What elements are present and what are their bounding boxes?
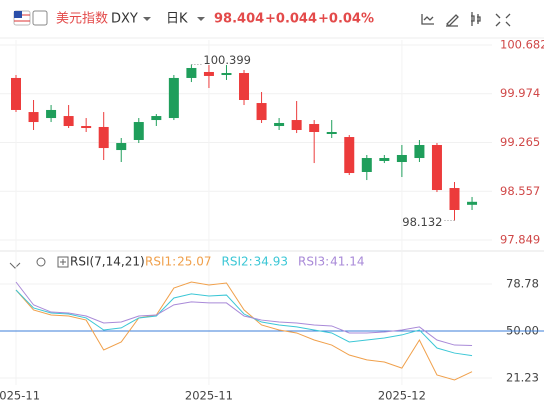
- candle-body: [379, 158, 390, 161]
- candle-body: [203, 71, 214, 76]
- title: 美元指数: [56, 12, 108, 27]
- rsi-line: [15, 289, 473, 357]
- fullscreen-icon[interactable]: [495, 13, 511, 27]
- y-tick-label: 99.974: [500, 86, 540, 100]
- candle-body: [414, 145, 425, 159]
- y-tick-label: 99.265: [500, 135, 540, 149]
- candle-tool-icon[interactable]: [471, 12, 481, 26]
- y-tick-label: 78.78: [506, 277, 539, 291]
- legend-name: RSI2: [222, 255, 249, 269]
- y-tick-label: 98.557: [500, 184, 540, 198]
- legend-name: RSI3: [298, 255, 325, 269]
- candle-body: [46, 109, 57, 119]
- candle-body: [309, 124, 320, 133]
- candle-body: [98, 126, 109, 149]
- x-tick-label: 2025-11: [0, 389, 40, 403]
- candle-body: [274, 122, 285, 127]
- candle-body: [151, 116, 162, 121]
- legend-sep: :: [325, 255, 329, 269]
- last-price: 98.404: [214, 12, 264, 27]
- candle-body: [344, 137, 355, 174]
- rsi-line: [15, 281, 473, 381]
- indicator-title: RSI(7,14,21): [70, 255, 145, 269]
- rsi-line: [15, 281, 473, 346]
- candle-body: [63, 116, 74, 127]
- candle-body: [256, 103, 267, 121]
- candle-body: [186, 67, 197, 78]
- annotation: 100.399: [203, 53, 251, 67]
- y-tick-label: 97.849: [500, 233, 540, 247]
- candle-body: [221, 73, 232, 76]
- y-tick-label: 100.682: [500, 38, 544, 52]
- candle-body: [361, 158, 372, 172]
- change: +0.044: [265, 12, 317, 27]
- candle-body: [133, 122, 144, 140]
- candle-body: [326, 132, 337, 134]
- collapse-icon[interactable]: [9, 262, 21, 269]
- legend-value: 25.07: [177, 255, 211, 269]
- candle-body: [291, 120, 302, 131]
- annotation: 98.132: [402, 215, 442, 229]
- x-tick-label: 2025-11: [185, 389, 233, 403]
- legend-value: 34.93: [254, 255, 288, 269]
- candle-body: [168, 77, 179, 119]
- settings-icon[interactable]: [36, 257, 46, 267]
- change-pct: +0.04%: [318, 12, 374, 27]
- candle-body: [431, 145, 442, 191]
- badge-icon: [32, 10, 48, 26]
- symbol[interactable]: DXY: [111, 12, 138, 27]
- candle-body: [467, 201, 478, 205]
- draw-tool-icon[interactable]: [446, 14, 459, 27]
- dropdown-arrow[interactable]: [143, 17, 151, 21]
- candle-body: [81, 126, 92, 129]
- x-tick-label: 2025-12: [378, 389, 426, 403]
- legend-value: 41.14: [330, 255, 364, 269]
- legend-sep: :: [172, 255, 176, 269]
- candle-body: [116, 143, 127, 151]
- add-icon[interactable]: [57, 256, 69, 268]
- y-tick-label: 21.23: [506, 371, 539, 385]
- line-tool-icon[interactable]: [421, 14, 434, 25]
- candle-body: [11, 77, 21, 110]
- legend-name: RSI1: [145, 255, 172, 269]
- legend-sep: :: [249, 255, 253, 269]
- candle-body: [396, 154, 407, 163]
- candle-body: [449, 188, 460, 210]
- flag-canton: [14, 11, 22, 18]
- period[interactable]: 日K: [166, 12, 188, 27]
- candle-body: [239, 73, 250, 100]
- add-icon-cross[interactable]: [60, 259, 66, 265]
- candle-body: [28, 112, 39, 123]
- dropdown-arrow[interactable]: [197, 17, 205, 21]
